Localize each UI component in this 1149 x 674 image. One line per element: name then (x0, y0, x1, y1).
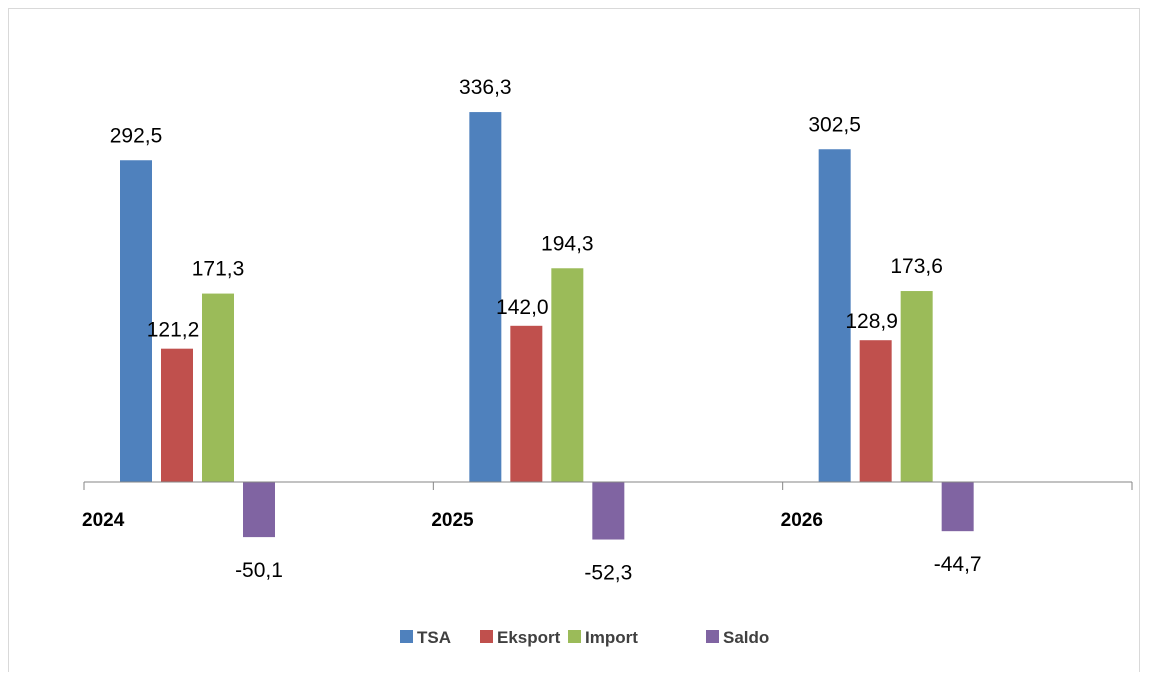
data-label-saldo-2024: -50,1 (235, 559, 283, 582)
data-label-tsa-2024: 292,5 (110, 124, 163, 147)
data-label-tsa-2026: 302,5 (808, 113, 861, 136)
bar-import-2024 (202, 293, 234, 482)
bar-saldo-2025 (592, 482, 625, 540)
bar-tsa-2026 (818, 149, 851, 482)
chart-frame (8, 8, 1140, 672)
legend-swatch-tsa (400, 630, 413, 643)
data-label-tsa-2025: 336,3 (459, 76, 512, 99)
data-label-import-2025: 194,3 (541, 232, 594, 255)
legend: TSA Eksport Import Saldo (400, 628, 769, 647)
data-label-import-2026: 173,6 (890, 255, 943, 278)
data-labels-group: 292,5 121,2 171,3 -50,1 336,3 142,0 194,3 -52,3… (110, 76, 982, 584)
bar-eksport-2026 (859, 340, 892, 482)
legend-swatch-saldo (706, 630, 719, 643)
legend-label-import: Import (585, 628, 638, 647)
bar-eksport-2025 (510, 325, 543, 482)
legend-swatch-import (568, 630, 581, 643)
bar-saldo-2024 (243, 482, 275, 538)
legend-label-tsa: TSA (417, 628, 451, 647)
category-label-2025: 2025 (431, 510, 474, 531)
legend-swatch-eksport (480, 630, 493, 643)
bar-eksport-2024 (161, 348, 193, 482)
category-label-2026: 2026 (781, 510, 823, 531)
category-label-2024: 2024 (82, 510, 125, 531)
bars-group (120, 112, 974, 540)
bar-import-2025 (551, 268, 584, 482)
data-label-eksport-2025: 142,0 (496, 296, 549, 319)
category-labels-group: 2024 2025 2026 (82, 510, 823, 531)
data-label-import-2024: 171,3 (192, 258, 245, 281)
data-label-saldo-2026: -44,7 (934, 553, 982, 576)
bar-tsa-2025 (469, 112, 502, 482)
bar-tsa-2024 (120, 160, 152, 482)
data-label-saldo-2025: -52,3 (584, 562, 632, 585)
bar-saldo-2026 (941, 482, 974, 532)
bar-import-2026 (900, 291, 933, 482)
data-label-eksport-2024: 121,2 (147, 319, 200, 342)
legend-label-saldo: Saldo (723, 628, 769, 647)
data-label-eksport-2026: 128,9 (845, 310, 898, 333)
legend-label-eksport: Eksport (497, 628, 561, 647)
x-axis (83, 481, 1133, 490)
